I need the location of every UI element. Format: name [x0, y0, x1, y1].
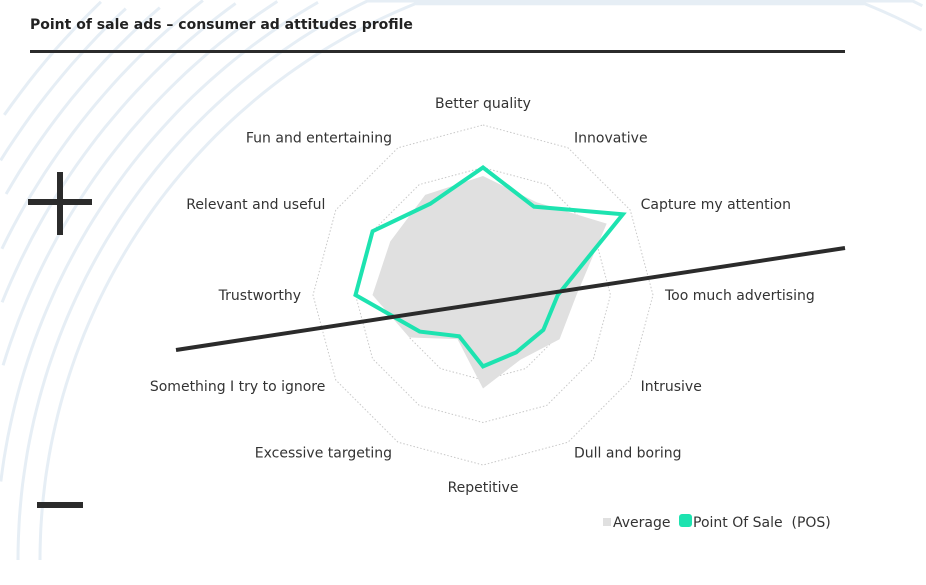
grid-ring [312, 124, 654, 466]
axis-label: Repetitive [448, 480, 519, 496]
axis-label: Dull and boring [574, 446, 682, 462]
axis-label: Intrusive [641, 379, 702, 395]
axis-label: Relevant and useful [186, 197, 325, 213]
plus-icon [28, 172, 92, 235]
decorative-arc [0, 0, 204, 250]
axis-label: Excessive targeting [255, 446, 392, 462]
decorative-arc [0, 7, 127, 162]
axis-label: Better quality [435, 96, 531, 112]
decorative-arc [1, 0, 279, 366]
decorative-arc [38, 2, 923, 561]
minus-icon [37, 502, 83, 508]
axis-label: Something I try to ignore [150, 379, 326, 395]
decorative-arc [4, 6, 161, 195]
decorative-arc [0, 2, 237, 303]
legend-swatch-pos [679, 514, 692, 527]
axis-label: Capture my attention [641, 197, 791, 213]
divider-line [175, 246, 846, 352]
legend-label-pos: Point Of Sale (POS) [693, 515, 831, 531]
axis-label: Fun and entertaining [246, 130, 392, 146]
legend-label-average: Average [613, 515, 671, 531]
grid-ring [354, 166, 612, 424]
series-average-area [372, 176, 607, 389]
axis-labels: Better quality Innovative Capture my atten… [150, 96, 815, 496]
axis-label: Trustworthy [218, 288, 301, 304]
title-divider [30, 50, 845, 53]
page-title: Point of sale ads – consumer ad attitude… [30, 17, 413, 33]
legend: Average Point Of Sale (POS) [603, 514, 831, 531]
axis-label: Too much advertising [664, 288, 815, 304]
decorative-arc [3, 0, 102, 116]
series-layer [353, 165, 627, 389]
legend-swatch-average [603, 518, 611, 526]
decorative-arc [0, 1, 319, 482]
series-pos-line [353, 165, 627, 369]
axis-label: Innovative [574, 130, 648, 146]
